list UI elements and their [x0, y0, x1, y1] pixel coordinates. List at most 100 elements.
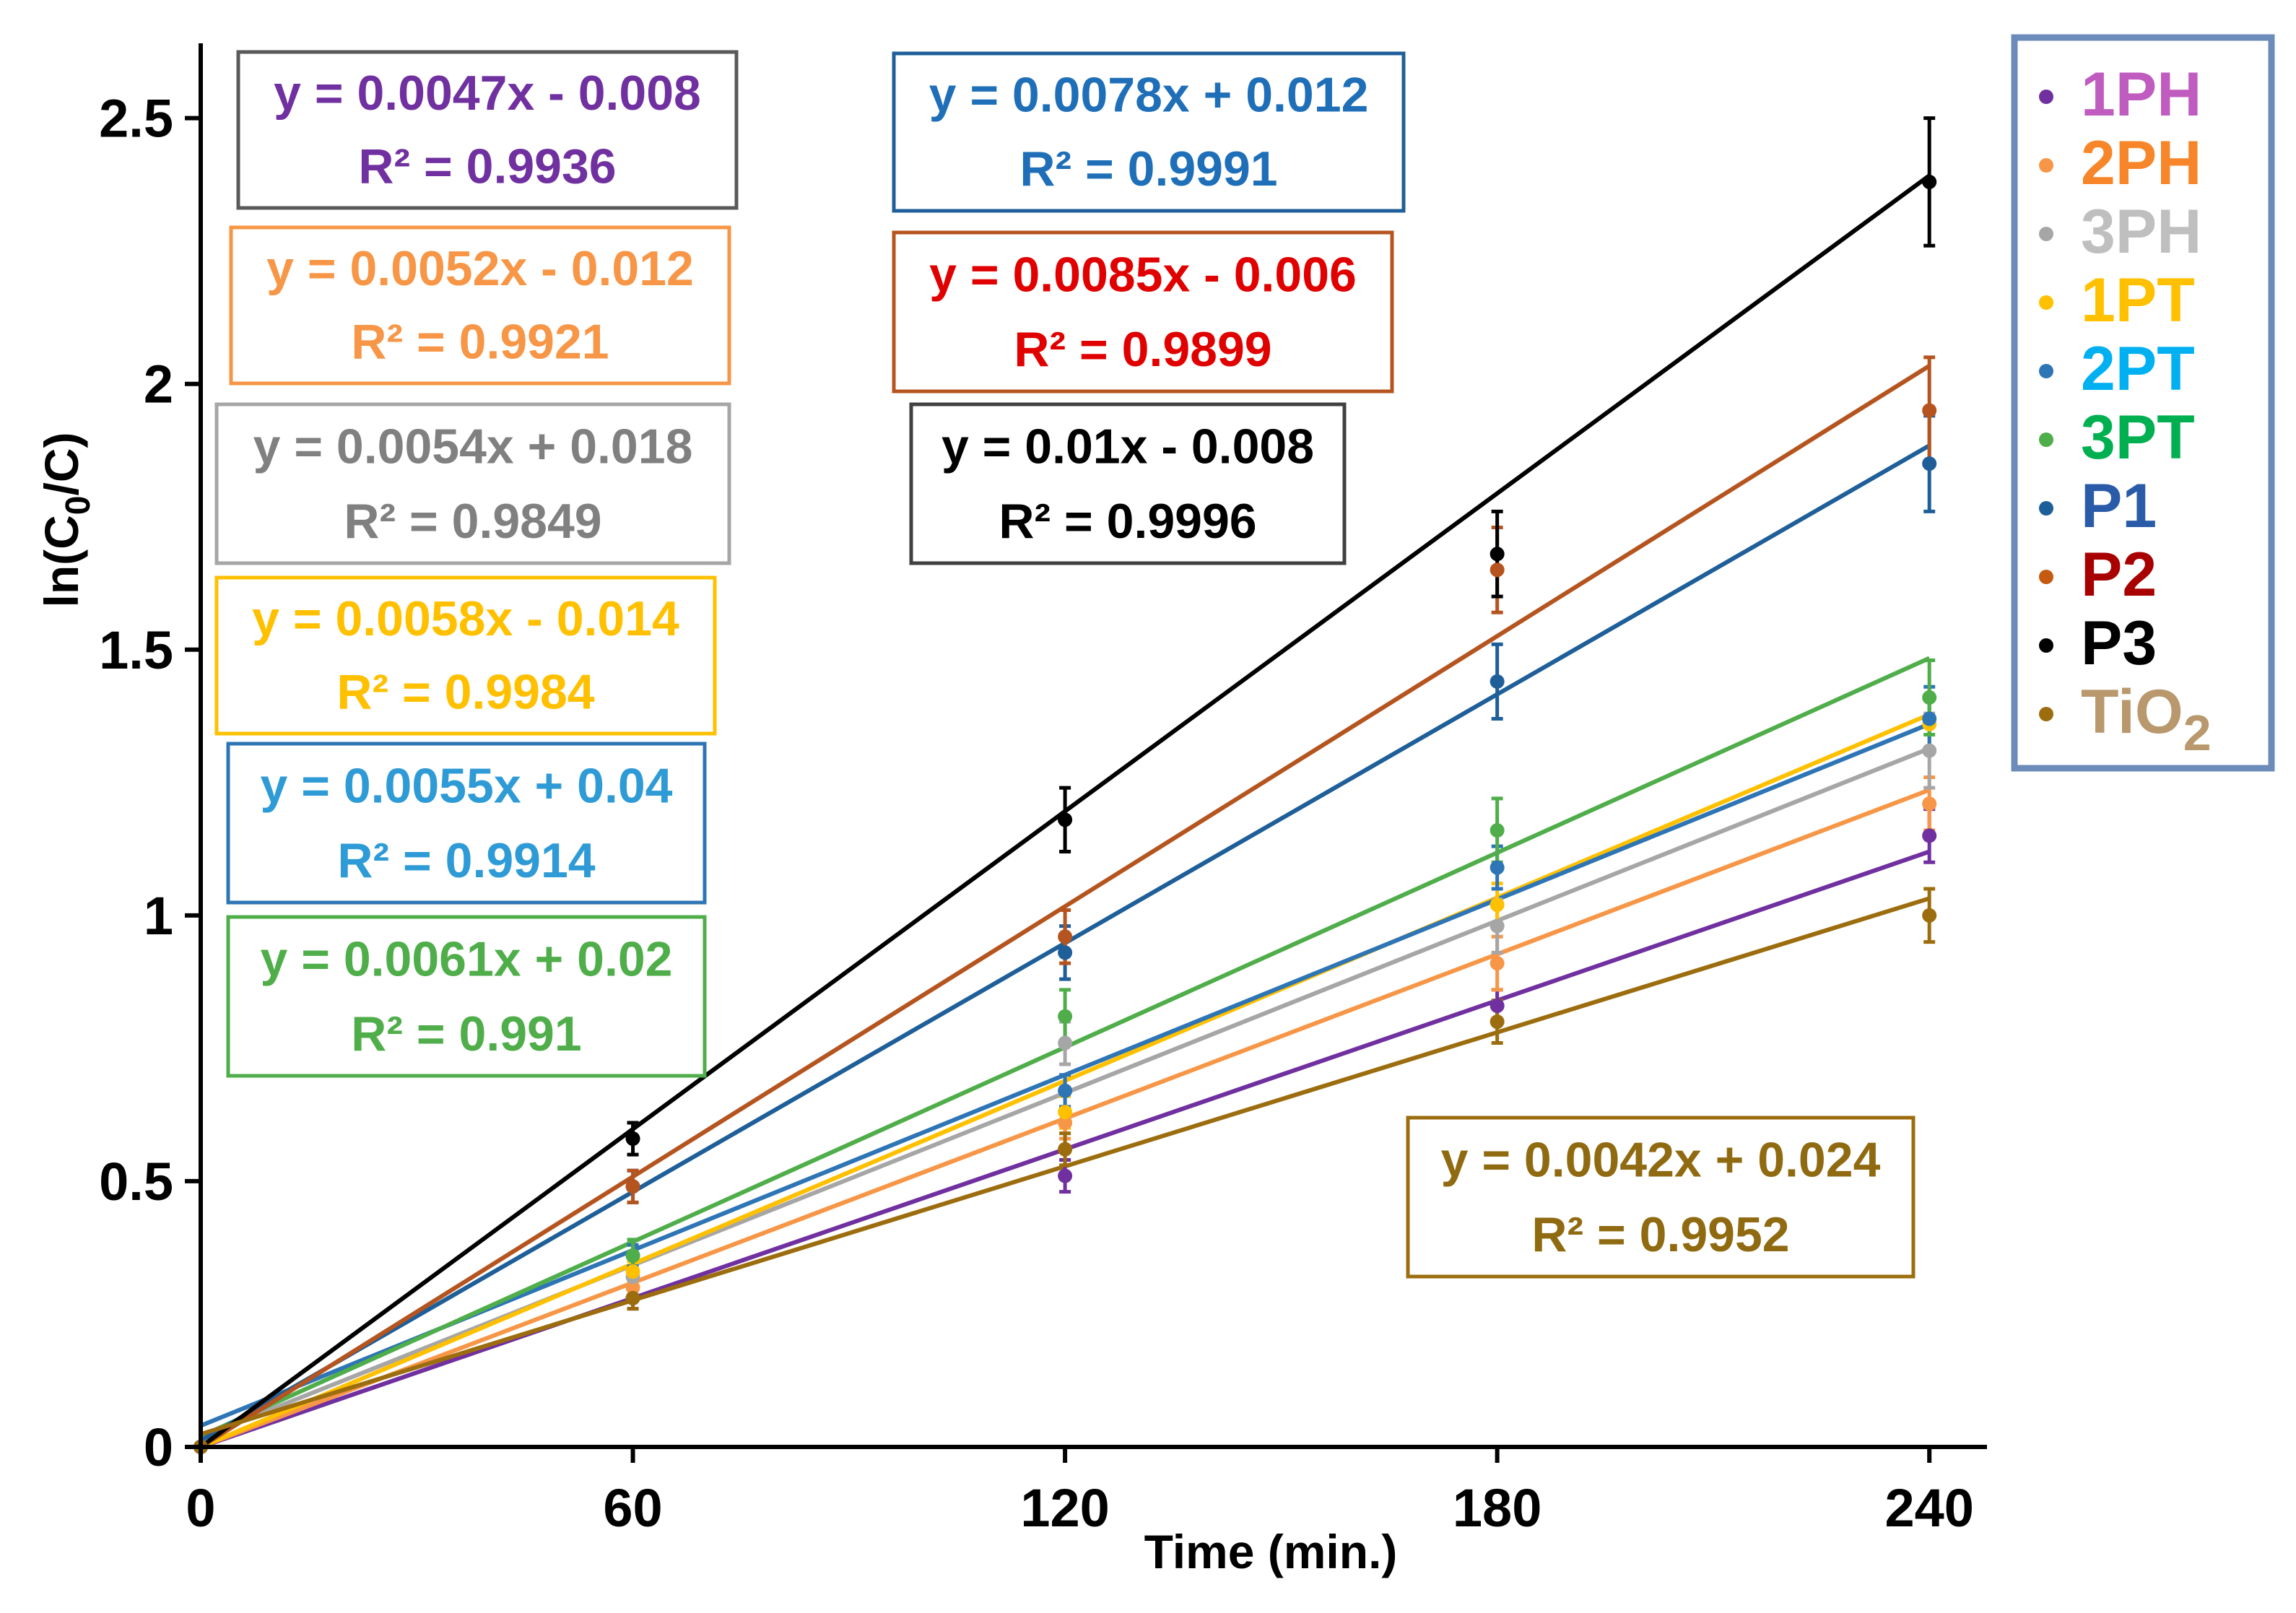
- equation-text: y = 0.01x - 0.008: [942, 419, 1314, 474]
- r-squared-text: R² = 0.9996: [999, 494, 1256, 549]
- data-point-2ph: [1058, 1115, 1073, 1130]
- data-point-p3: [1490, 547, 1505, 562]
- data-point-p2: [1058, 929, 1073, 944]
- r-squared-text: R² = 0.9936: [358, 139, 616, 194]
- legend-label-main: TiO: [2081, 677, 2183, 747]
- legend-marker: [2039, 638, 2053, 653]
- data-point-2ph: [1922, 796, 1937, 812]
- legend-label: P3: [2081, 609, 2157, 678]
- equation-box-frame: [236, 50, 739, 210]
- y-tick-label: 2.5: [99, 89, 173, 149]
- legend-label-main: 1PH: [2081, 60, 2201, 129]
- legend-item-tio2: TiO2: [2039, 677, 2212, 761]
- data-point-1pt: [1490, 897, 1505, 913]
- legend-marker: [2039, 432, 2053, 447]
- data-point-1ph: [1490, 998, 1505, 1013]
- r-squared-text: R² = 0.9899: [1014, 322, 1271, 377]
- y-axis-title-main: ln(C: [35, 515, 88, 607]
- equation-box-frame: [226, 742, 707, 905]
- r-squared-text: R² = 0.9921: [351, 314, 609, 369]
- x-tick-label: 180: [1453, 1478, 1541, 1538]
- data-point-2pt: [1058, 1083, 1073, 1098]
- equation-text: y = 0.0061x + 0.02: [261, 931, 673, 986]
- data-point-p3: [1922, 174, 1937, 189]
- equation-text: y = 0.0078x + 0.012: [929, 68, 1369, 123]
- x-axis-title: Time (min.): [1144, 1525, 1398, 1578]
- y-tick-label: 0.5: [99, 1152, 173, 1212]
- y-tick-label: 2: [144, 355, 173, 414]
- fit-line-p2: [199, 364, 1931, 1449]
- equation-box-tio2: y = 0.0042x + 0.024 R² = 0.9952: [1406, 1116, 1915, 1279]
- legend-marker: [2039, 570, 2053, 584]
- equation-text: y = 0.0047x - 0.008: [274, 66, 701, 121]
- equation-text: y = 0.0055x + 0.04: [261, 758, 673, 813]
- y-tick-label: 1.5: [99, 620, 173, 680]
- x-tick-label: 0: [186, 1478, 215, 1538]
- data-point-3ph: [1490, 918, 1505, 934]
- legend-item-p3: P3: [2039, 609, 2157, 678]
- data-point-p3: [625, 1131, 640, 1147]
- data-point-3ph: [1058, 1035, 1073, 1051]
- equation-box-frame: [892, 51, 1406, 213]
- data-point-p2: [625, 1179, 640, 1194]
- equation-box-3ph: y = 0.0054x + 0.018 R² = 0.9849: [214, 402, 731, 565]
- equation-box-1pt: y = 0.0058x - 0.014 R² = 0.9984: [214, 575, 717, 736]
- r-squared-text: R² = 0.9991: [1019, 142, 1277, 196]
- legend-label: P2: [2081, 540, 2157, 609]
- data-point-tio2: [1058, 1142, 1073, 1157]
- legend-label: TiO2: [2081, 677, 2212, 761]
- legend-label: 3PH: [2081, 197, 2201, 266]
- equation-boxes: y = 0.0047x - 0.008 R² = 0.9936 y = 0.0052…: [214, 50, 1915, 1279]
- equation-text: y = 0.0085x - 0.006: [929, 247, 1357, 302]
- equation-box-frame: [229, 225, 731, 386]
- data-point-3ph: [1922, 743, 1937, 758]
- legend-label-main: 3PT: [2081, 403, 2195, 472]
- legend-item-1ph: 1PH: [2039, 60, 2201, 129]
- r-squared-text: R² = 0.9849: [344, 494, 601, 549]
- equation-box-3pt: y = 0.0061x + 0.02 R² = 0.991: [226, 915, 707, 1078]
- data-point-1ph: [1922, 828, 1937, 843]
- data-point-tio2: [1490, 1014, 1505, 1030]
- legend-marker: [2039, 707, 2053, 721]
- legend-marker: [2039, 158, 2053, 173]
- data-point-2pt: [1922, 711, 1937, 726]
- data-point-p1: [1058, 945, 1073, 960]
- y-tick-label: 0: [144, 1417, 173, 1477]
- data-point-p2: [1490, 562, 1505, 578]
- data-point-2ph: [625, 1280, 640, 1295]
- legend-label: 3PT: [2081, 403, 2195, 472]
- equation-box-frame: [1406, 1116, 1915, 1279]
- y-axis-title-sub: 0: [59, 495, 97, 515]
- equation-box-frame: [909, 402, 1347, 565]
- legend-item-p1: P1: [2039, 471, 2157, 541]
- legend-label-main: 3PH: [2081, 197, 2201, 266]
- data-point-1pt: [1058, 1105, 1073, 1120]
- y-axis-title-rest: /C): [35, 432, 88, 496]
- x-tick-label: 240: [1884, 1478, 1973, 1538]
- legend-label-main: P2: [2081, 540, 2157, 609]
- equation-box-1ph: y = 0.0047x - 0.008 R² = 0.9936: [236, 50, 739, 210]
- legend-label: 1PT: [2081, 266, 2195, 335]
- legend-marker: [2039, 364, 2053, 378]
- legend-item-3ph: 3PH: [2039, 197, 2201, 266]
- data-point-p3: [1058, 812, 1073, 827]
- legend-label-main: P1: [2081, 471, 2157, 541]
- r-squared-text: R² = 0.991: [351, 1007, 581, 1061]
- y-tick-label: 1: [144, 886, 173, 946]
- data-point-1pt: [625, 1264, 640, 1279]
- equation-box-frame: [214, 575, 717, 736]
- y-axis-title: ln(C0/C): [35, 432, 97, 608]
- legend-item-2pt: 2PT: [2039, 334, 2195, 404]
- equation-text: y = 0.0052x - 0.012: [266, 241, 694, 296]
- r-squared-text: R² = 0.9914: [337, 833, 595, 888]
- data-point-2ph: [1490, 956, 1505, 971]
- data-point-3pt: [625, 1248, 640, 1263]
- legend-label-main: 2PH: [2081, 129, 2201, 198]
- data-point-3pt: [1922, 690, 1937, 705]
- equation-text: y = 0.0058x - 0.014: [252, 591, 679, 646]
- legend-label: 2PH: [2081, 129, 2201, 198]
- legend-label-sub: 2: [2183, 705, 2212, 761]
- equation-box-frame: [214, 402, 731, 565]
